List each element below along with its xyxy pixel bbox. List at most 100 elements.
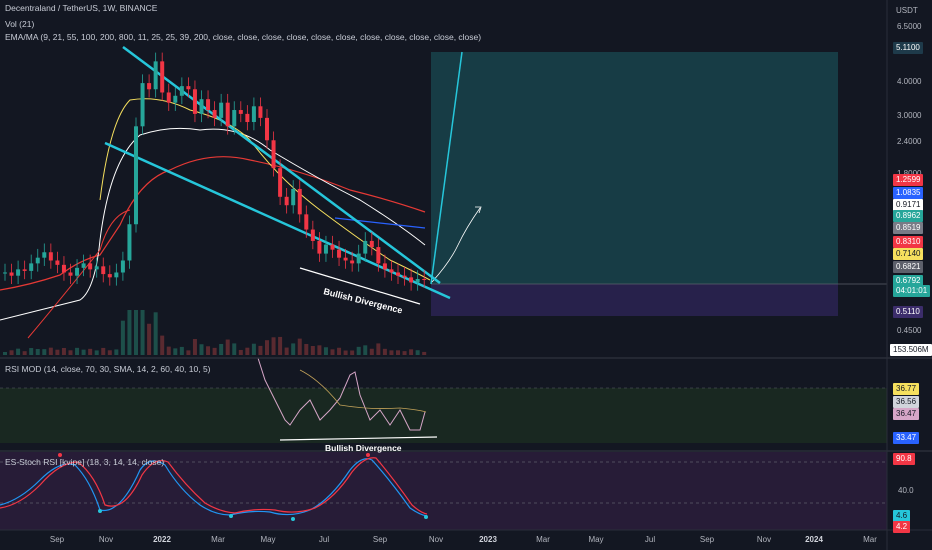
candle-body — [81, 263, 86, 268]
volume-bar — [160, 335, 165, 355]
candle-body — [232, 110, 237, 127]
candle-body — [245, 113, 250, 123]
stoch-d-line — [0, 457, 428, 515]
candle-body — [101, 266, 106, 275]
rsi-divergence-line — [279, 436, 438, 441]
candle-body — [297, 188, 302, 215]
stoch-top-dot — [58, 453, 62, 457]
candle-body — [3, 272, 7, 274]
rsi-divergence-label: Bullish Divergence — [325, 443, 402, 453]
candle-body — [199, 99, 204, 114]
volume-bar — [323, 347, 328, 355]
volume-bar — [22, 351, 27, 355]
price-badge: 0.6821 — [893, 261, 924, 273]
rsi-badge: 33.47 — [893, 432, 920, 444]
volume-bar — [265, 340, 269, 355]
target-zone[interactable] — [431, 52, 838, 284]
candle-body — [42, 252, 47, 258]
volume-bar — [199, 344, 204, 355]
volume-bar — [225, 339, 230, 355]
stoch-badge: 90.8 — [893, 453, 915, 465]
volume-bar — [422, 351, 427, 355]
volume-bar — [134, 310, 138, 355]
volume-bar — [382, 348, 387, 355]
candle-body — [127, 224, 132, 261]
candle-body — [206, 99, 211, 111]
volume-bars — [3, 310, 427, 355]
volume-bar — [81, 349, 86, 355]
candle-body — [160, 61, 165, 93]
time-label: Mar — [211, 535, 225, 544]
candle-body — [179, 86, 184, 96]
rsi-badge: 36.47 — [893, 408, 920, 420]
candle-body — [265, 117, 269, 141]
volume-bar — [409, 349, 414, 355]
candle-body — [186, 86, 191, 90]
price-badge: 0.5110 — [893, 306, 923, 318]
volume-bar — [330, 349, 335, 355]
candle-body — [330, 244, 335, 250]
candle-body — [238, 110, 243, 114]
volume-bar — [173, 348, 178, 355]
candle-body — [409, 277, 414, 283]
candle-body — [337, 249, 342, 258]
volume-bar — [35, 348, 40, 355]
candle-body — [389, 269, 394, 273]
volume-bar — [363, 345, 368, 355]
stop-zone[interactable] — [431, 284, 838, 316]
candle-body — [9, 272, 14, 276]
ema-white — [0, 127, 426, 321]
candle-body — [114, 272, 119, 278]
candle-body — [317, 240, 322, 254]
stoch-bottom-dot — [98, 509, 102, 513]
candle-body — [140, 83, 145, 127]
candle-body — [356, 253, 361, 264]
volume-bar — [402, 351, 407, 355]
volume-legend[interactable]: Vol (21) — [5, 19, 35, 29]
price-badge: 0.8519 — [893, 222, 924, 234]
candle-body — [369, 240, 374, 248]
time-label: Nov — [756, 535, 772, 544]
volume-bar — [310, 345, 315, 355]
candle-body — [16, 269, 21, 276]
volume-bar — [212, 347, 217, 355]
rsi-band — [0, 388, 887, 443]
time-label: Sep — [372, 535, 388, 544]
rsi-legend[interactable]: RSI MOD (14, close, 70, 30, SMA, 14, 2, … — [5, 364, 211, 374]
candle-body — [22, 269, 27, 271]
candle-body — [402, 275, 407, 278]
price-tick: 4.0000 — [897, 77, 922, 86]
candles — [3, 52, 427, 291]
volume-bar — [186, 350, 191, 355]
candle-body — [291, 188, 296, 206]
arrow-head — [475, 206, 482, 214]
candle-body — [422, 278, 427, 280]
volume-bar — [389, 350, 394, 355]
volume-bar — [192, 339, 197, 355]
symbol-legend[interactable]: Decentraland / TetherUS, 1W, BINANCE — [5, 3, 158, 13]
price-badge: 04:01:01 — [893, 285, 931, 297]
stoch-legend[interactable]: ES-Stoch RSI [kvipe] (18, 3, 14, 14, clo… — [5, 457, 165, 467]
candle-body — [35, 257, 40, 264]
volume-bar — [232, 343, 237, 355]
volume-bar — [127, 310, 132, 355]
volume-bar — [88, 348, 93, 355]
stoch-bottom-dot-3 — [291, 517, 295, 521]
price-tick: 1.8000 — [897, 169, 921, 178]
volume-bar — [219, 343, 224, 355]
time-label: 2024 — [805, 535, 823, 544]
volume-bar — [48, 347, 53, 355]
ema-legend[interactable]: EMA/MA (9, 21, 55, 100, 200, 800, 11, 25… — [5, 32, 482, 42]
candle-body — [212, 110, 217, 118]
volume-bar — [297, 338, 302, 355]
divergence-line — [299, 267, 421, 305]
rsi-badge: 36.77 — [893, 383, 920, 395]
candle-body — [415, 278, 420, 283]
price-badge: 0.8962 — [893, 210, 924, 222]
stoch-panel[interactable] — [0, 452, 887, 530]
candle-body — [48, 252, 53, 261]
upper-trendline[interactable] — [122, 45, 441, 285]
volume-bar — [147, 323, 152, 355]
volume-bar — [101, 347, 106, 355]
